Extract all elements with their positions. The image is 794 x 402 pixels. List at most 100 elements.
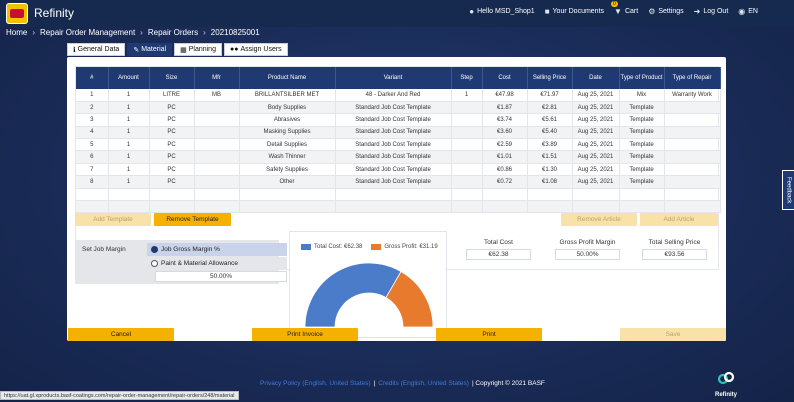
table-cell: 1: [108, 150, 150, 164]
column-header[interactable]: Size: [149, 67, 195, 89]
column-header[interactable]: Product Name: [239, 67, 336, 89]
tab-general-data[interactable]: ℹ General Data: [67, 43, 126, 56]
user-icon: ●: [469, 7, 475, 16]
breadcrumb-repair-orders[interactable]: Repair Orders: [147, 28, 199, 37]
table-cell: €5.61: [527, 113, 573, 127]
table-cell: [572, 188, 620, 202]
table-cell: Template: [619, 138, 665, 152]
table-cell: [149, 200, 195, 214]
table-cell: 1: [451, 89, 483, 102]
table-row[interactable]: 3 1 PC Abrasives Standard Job Cost Template €…: [76, 113, 721, 127]
print-button[interactable]: Print: [436, 328, 542, 341]
total-selling-value: €93.56: [642, 249, 707, 260]
half-donut-chart: [304, 262, 434, 328]
gross-margin-stat: Gross Profit Margin 50.00%: [555, 239, 620, 260]
settings-link[interactable]: ⚙ Settings: [648, 7, 683, 16]
table-cell: [451, 126, 483, 140]
save-button[interactable]: Save: [620, 328, 726, 341]
table-cell: Standard Job Cost Template: [335, 126, 452, 140]
paint-allowance-label: Paint & Material Allowance: [161, 260, 238, 267]
table-cell: €1.30: [527, 163, 573, 177]
column-header[interactable]: #: [76, 67, 109, 89]
table-row[interactable]: 7 1 PC Safety Supplies Standard Job Cost Tem…: [76, 163, 721, 177]
column-header[interactable]: Type of Product: [619, 67, 665, 89]
credits-link[interactable]: Credits (English, United States): [378, 380, 469, 387]
table-cell: 1: [108, 89, 150, 102]
table-cell: €5.40: [527, 126, 573, 140]
legend-cost-label: Total Cost: €62.38: [314, 244, 363, 250]
documents-label: Your Documents: [552, 8, 605, 15]
language-selector[interactable]: ◉ EN: [738, 7, 758, 16]
table-cell: [451, 200, 483, 214]
table-cell: Standard Job Cost Template: [335, 150, 452, 164]
radio-selected: [151, 246, 158, 253]
tab-material[interactable]: ✎ Material: [127, 43, 173, 56]
table-cell: [619, 200, 665, 214]
column-header[interactable]: Type of Repair: [664, 67, 721, 89]
basf-logo[interactable]: [6, 3, 28, 24]
logout-link[interactable]: ➜ Log Out: [694, 7, 729, 16]
user-menu[interactable]: ● Hello MSD_Shop1: [469, 7, 534, 16]
column-header[interactable]: Step: [451, 67, 483, 89]
table-cell: [451, 163, 483, 177]
print-invoice-button[interactable]: Print Invoice: [252, 328, 358, 341]
table-cell: 1: [108, 138, 150, 152]
table-row[interactable]: 8 1 PC Other Standard Job Cost Template €0.72…: [76, 175, 721, 189]
table-cell: [619, 188, 665, 202]
table-cell: Template: [619, 175, 665, 189]
margin-input[interactable]: 50.00%: [155, 271, 287, 282]
column-header[interactable]: Selling Price: [527, 67, 573, 89]
table-row[interactable]: 6 1 PC Wash Thinner Standard Job Cost Templa…: [76, 150, 721, 164]
table-cell: PC: [149, 113, 195, 127]
cart-icon: ▼ 0: [611, 1, 622, 16]
table-cell: 1: [108, 113, 150, 127]
column-header[interactable]: Mfr: [194, 67, 240, 89]
globe-icon: ◉: [738, 7, 746, 16]
table-cell: 5: [76, 138, 109, 152]
chevron-right-icon: ›: [140, 28, 143, 37]
privacy-policy-link[interactable]: Privacy Policy (English, United States): [260, 380, 371, 387]
paint-allowance-option[interactable]: Paint & Material Allowance: [147, 257, 287, 270]
column-header[interactable]: Amount: [108, 67, 150, 89]
table-row[interactable]: 2 1 PC Body Supplies Standard Job Cost Templ…: [76, 101, 721, 115]
folder-icon: ■: [544, 7, 550, 16]
table-cell: [194, 175, 240, 189]
table-cell: PC: [149, 138, 195, 152]
table-cell: €1.01: [482, 150, 528, 164]
column-header[interactable]: Date: [572, 67, 620, 89]
column-header[interactable]: Cost: [482, 67, 528, 89]
tab-planning[interactable]: ▦ Planning: [174, 43, 222, 56]
feedback-tab[interactable]: Feedback: [782, 170, 794, 210]
table-row[interactable]: 1 1 LITRE MB BRILLANTSILBER MET 48 - Darker A…: [76, 89, 721, 102]
table-cell: [194, 113, 240, 127]
tab-assign-users[interactable]: ●● Assign Users: [223, 43, 288, 56]
table-cell: 2: [76, 101, 109, 115]
column-header[interactable]: Variant: [335, 67, 452, 89]
total-selling-label: Total Selling Price: [648, 239, 701, 246]
table-cell: Standard Job Cost Template: [335, 163, 452, 177]
documents-link[interactable]: ■ Your Documents: [545, 7, 604, 16]
cart-link[interactable]: ▼ 0 Cart: [611, 1, 638, 16]
add-template-button[interactable]: Add Template: [75, 213, 151, 226]
remove-article-button[interactable]: Remove Article: [561, 213, 637, 226]
table-cell: [664, 138, 721, 152]
table-cell: Aug 25, 2021: [572, 113, 620, 127]
table-row[interactable]: 4 1 PC Masking Supplies Standard Job Cost Te…: [76, 126, 721, 140]
breadcrumb: Home › Repair Order Management › Repair Or…: [6, 28, 260, 37]
table-cell: 1: [108, 126, 150, 140]
top-nav: ● Hello MSD_Shop1 ■ Your Documents ▼ 0 Cart …: [469, 1, 758, 16]
cancel-button[interactable]: Cancel: [68, 328, 174, 341]
breadcrumb-repair-order-management[interactable]: Repair Order Management: [40, 28, 136, 37]
slice-total-cost[interactable]: [304, 262, 402, 328]
total-cost-stat: Total Cost €62.38: [466, 239, 531, 260]
remove-template-button[interactable]: Remove Template: [154, 213, 231, 226]
breadcrumb-home[interactable]: Home: [6, 28, 28, 37]
slice-gross-profit[interactable]: [385, 271, 434, 328]
add-article-button[interactable]: Add Article: [640, 213, 718, 226]
table-cell: 1: [108, 175, 150, 189]
gross-margin-option[interactable]: Job Gross Margin %: [147, 243, 287, 256]
table-cell: €47.98: [482, 89, 528, 102]
table-cell: Standard Job Cost Template: [335, 113, 452, 127]
table-cell: 1: [108, 163, 150, 177]
table-row[interactable]: 5 1 PC Detail Supplies Standard Job Cost Tem…: [76, 138, 721, 152]
